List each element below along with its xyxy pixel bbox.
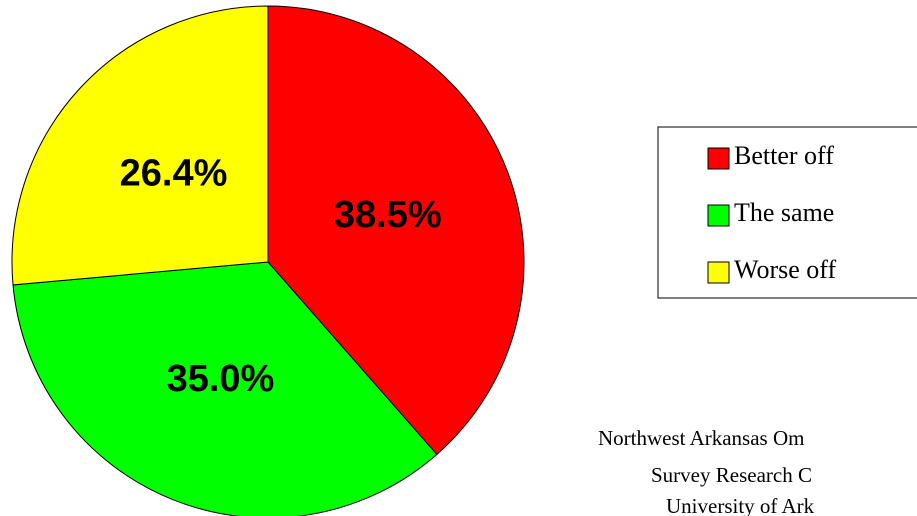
source-line: University of Ark [666,494,815,516]
data-label: 26.4% [120,153,228,195]
legend-label: Better off [734,141,834,170]
data-label: 35.0% [167,358,275,400]
legend-box [657,126,917,299]
legend-swatch [707,261,730,284]
source-line: Northwest Arkansas Om [598,426,804,450]
pie-slice [11,5,269,286]
data-label: 38.5% [334,194,442,236]
pie-slice [267,5,525,456]
legend-swatch [707,204,730,227]
legend-swatch [707,147,730,170]
legend-label: The same [734,198,834,227]
legend-label: Worse off [734,255,836,284]
source-line: Survey Research C [651,463,812,487]
pie-slice [12,261,438,516]
